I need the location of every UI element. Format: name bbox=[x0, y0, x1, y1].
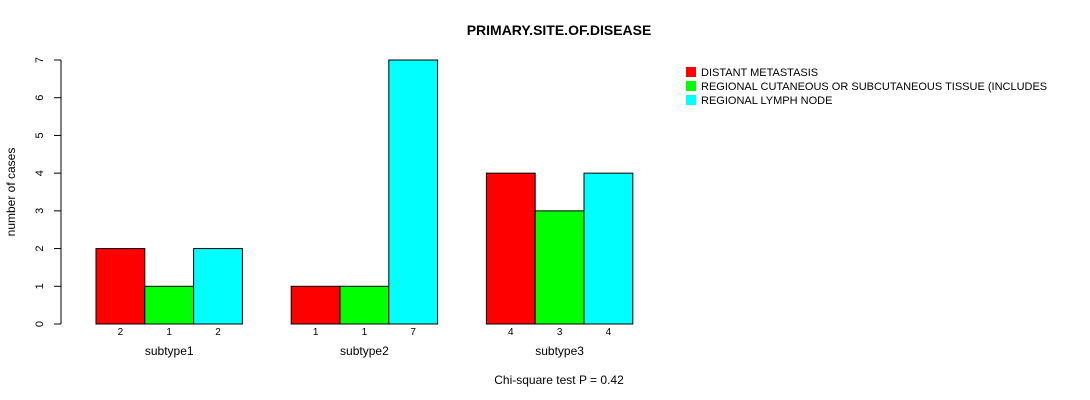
y-axis: 0 1 2 3 4 5 6 7 bbox=[34, 57, 62, 327]
bar bbox=[144, 285, 195, 325]
y-tick-label: 1 bbox=[34, 283, 46, 289]
bar bbox=[193, 248, 243, 325]
legend-label: REGIONAL CUTANEOUS OR SUBCUTANEOUS TISSU… bbox=[701, 81, 1047, 93]
legend-swatch bbox=[686, 81, 696, 91]
bar-value-label: 2 bbox=[215, 327, 221, 338]
bar-value-labels: 2 1 2 1 1 7 4 3 4 bbox=[118, 327, 612, 338]
y-tick-label: 3 bbox=[34, 208, 46, 214]
bar bbox=[534, 210, 585, 325]
x-axis-label: Chi-square test P = 0.42 bbox=[494, 373, 624, 387]
legend-label: DISTANT METASTASIS bbox=[701, 67, 818, 79]
bar bbox=[290, 285, 341, 325]
bar bbox=[339, 285, 390, 325]
category-label: subtype1 bbox=[145, 344, 194, 358]
bar-value-label: 7 bbox=[410, 327, 416, 338]
bar bbox=[95, 248, 146, 325]
bar-value-label: 1 bbox=[362, 327, 368, 338]
chart-title: PRIMARY.SITE.OF.DISEASE bbox=[467, 22, 652, 38]
y-tick-label: 0 bbox=[34, 321, 46, 327]
bar-value-label: 4 bbox=[508, 327, 514, 338]
y-tick-label: 2 bbox=[34, 246, 46, 252]
bar-value-label: 4 bbox=[606, 327, 612, 338]
legend-swatch bbox=[686, 95, 696, 105]
y-tick-label: 5 bbox=[34, 132, 46, 138]
legend-swatch bbox=[686, 67, 696, 77]
y-tick-label: 7 bbox=[34, 57, 46, 63]
y-tick-label: 4 bbox=[34, 170, 46, 176]
legend-label: REGIONAL LYMPH NODE bbox=[701, 95, 832, 107]
bar bbox=[583, 172, 634, 325]
bar bbox=[485, 172, 536, 325]
y-tick-label: 6 bbox=[34, 95, 46, 101]
category-labels: subtype1 subtype2 subtype3 bbox=[145, 344, 584, 358]
category-label: subtype3 bbox=[535, 344, 584, 358]
bars bbox=[95, 59, 634, 325]
legend: DISTANT METASTASIS REGIONAL CUTANEOUS OR … bbox=[686, 67, 1047, 107]
bar-value-label: 3 bbox=[557, 327, 563, 338]
category-label: subtype2 bbox=[340, 344, 389, 358]
bar-value-label: 2 bbox=[118, 327, 124, 338]
y-axis-label: number of cases bbox=[4, 148, 18, 237]
bar bbox=[388, 59, 439, 325]
bar-value-label: 1 bbox=[313, 327, 319, 338]
bar-value-label: 1 bbox=[166, 327, 172, 338]
